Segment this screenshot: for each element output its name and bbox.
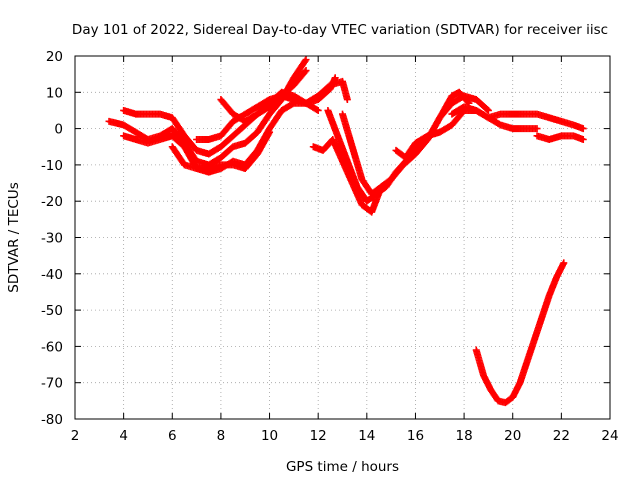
data-point	[483, 105, 491, 113]
data-point	[314, 106, 322, 114]
y-axis-label: SDTVAR / TECUs	[6, 182, 22, 292]
series-sat-i	[339, 88, 473, 198]
y-tick-label: -20	[41, 194, 63, 210]
series-sat-j	[392, 106, 541, 162]
data-point	[331, 74, 339, 82]
series-sat-l	[533, 132, 587, 143]
x-tick-label: 14	[358, 428, 375, 444]
series-sat-k	[448, 103, 587, 133]
y-tick-label: -10	[41, 158, 63, 174]
data-point	[266, 128, 274, 136]
x-tick-label: 22	[553, 428, 570, 444]
data-point	[343, 96, 351, 104]
data-point	[579, 135, 587, 143]
data-point	[301, 57, 309, 65]
data-point	[533, 125, 541, 133]
data-point	[313, 106, 321, 114]
x-tick-label: 16	[407, 428, 424, 444]
data-point	[302, 56, 310, 64]
data-point	[302, 67, 310, 75]
series-sat-f	[217, 77, 351, 125]
x-tick-label: 6	[168, 428, 177, 444]
y-tick-label: -80	[41, 412, 63, 428]
x-tick-label: 2	[71, 428, 80, 444]
series-sat-d	[168, 128, 274, 173]
data-points	[105, 56, 587, 407]
data-point	[301, 68, 309, 76]
data-point	[560, 259, 568, 267]
series-sat-m	[472, 259, 568, 407]
y-tick-label: 20	[46, 49, 63, 65]
data-point	[579, 125, 587, 133]
y-tick-label: 10	[46, 85, 63, 101]
x-tick-label: 20	[504, 428, 521, 444]
y-tick-label: -60	[41, 339, 63, 355]
x-tick-label: 24	[601, 428, 618, 444]
y-tick-label: -30	[41, 231, 63, 247]
x-axis-label: GPS time / hours	[286, 459, 399, 475]
x-tick-label: 4	[119, 428, 128, 444]
data-point	[484, 106, 492, 114]
y-tick-label: 0	[54, 122, 63, 138]
y-tick-label: -50	[41, 303, 63, 319]
chart-title: Day 101 of 2022, Sidereal Day-to-day VTE…	[72, 22, 608, 38]
data-point	[464, 98, 472, 106]
y-tick-label: -70	[41, 376, 63, 392]
x-tick-label: 18	[455, 428, 472, 444]
y-tick-label: -40	[41, 267, 63, 283]
x-tick-label: 10	[261, 428, 278, 444]
axis-ticks: 2 4 6 8 10 12 14 16 18 20 22 2420100-10-20-30-40-50…	[41, 49, 619, 444]
x-tick-label: 12	[310, 428, 327, 444]
x-tick-label: 8	[217, 428, 226, 444]
